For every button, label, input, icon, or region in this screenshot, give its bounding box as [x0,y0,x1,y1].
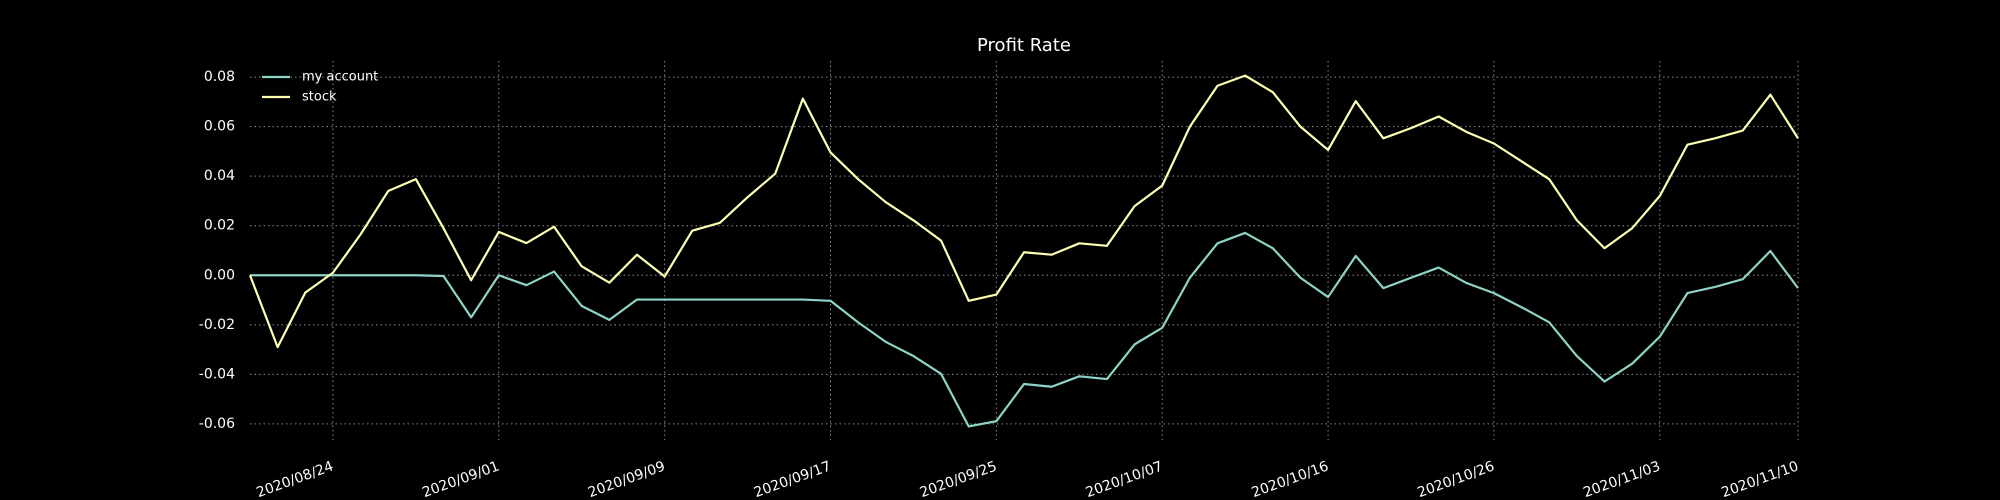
legend-label: my account [302,70,378,85]
y-tick-label: 0.04 [204,168,235,184]
y-tick-label: 0.02 [204,218,235,234]
series-line [248,74,1799,349]
y-tick-label: 0.08 [204,69,235,85]
y-tick-label: -0.04 [199,366,235,382]
legend-label: stock [302,90,337,105]
y-tick-label: -0.02 [199,317,235,333]
chart-title: Profit Rate [977,35,1071,56]
y-tick-label: 0.00 [204,267,235,283]
series-line [250,231,1799,428]
y-tick-label: -0.06 [199,416,235,432]
y-tick-label: 0.06 [204,119,235,135]
